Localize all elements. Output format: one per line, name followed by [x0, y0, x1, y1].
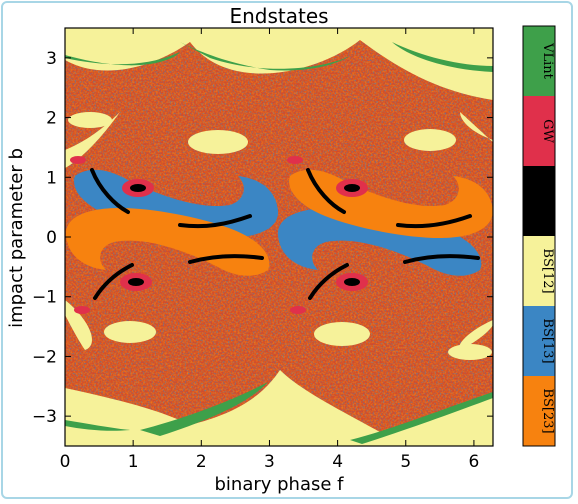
colorbar-frame: [522, 25, 556, 447]
colorbar-label: GW: [540, 119, 555, 143]
colorbar-swatch: [523, 376, 555, 446]
colorbar-label: VLint: [540, 42, 555, 80]
y-tick-label: 2: [46, 109, 57, 129]
y-axis-ticks: 3 2 1 0 −1 −2 −3: [32, 49, 493, 427]
colorbar-label: BS[12]: [540, 248, 555, 293]
x-tick-label: 6: [469, 452, 480, 472]
x-tick-label: 4: [332, 452, 343, 472]
chart-title: Endstates: [229, 4, 328, 28]
x-axis-ticks: 0 1 2 3 4 5 6: [60, 28, 480, 472]
x-axis-label: binary phase f: [214, 474, 344, 495]
colorbar-swatch: [523, 166, 555, 236]
colorbar-swatch: [523, 96, 555, 166]
coll-region: [90, 168, 480, 300]
colorbar: VLint GW Coll BS[12] BS[13] BS[23]: [522, 25, 556, 447]
x-tick-label: 5: [400, 452, 411, 472]
plot-area: [65, 28, 493, 446]
colorbar-label: Coll: [540, 188, 555, 214]
y-tick-label: −1: [32, 288, 57, 308]
vlint-region: [65, 42, 493, 444]
colorbar-label: BS[23]: [540, 388, 555, 433]
colorbar-swatch: [523, 26, 555, 96]
x-tick-label: 1: [128, 452, 139, 472]
y-tick-label: 0: [46, 228, 57, 248]
colorbar-swatch: [523, 306, 555, 376]
x-tick-label: 3: [264, 452, 275, 472]
colorbar-label: BS[13]: [540, 318, 555, 363]
y-axis-label: impact parameter b: [6, 148, 27, 328]
coll-dots: [128, 184, 360, 286]
y-tick-label: −2: [32, 347, 57, 367]
x-tick-label: 2: [196, 452, 207, 472]
y-tick-label: −3: [32, 407, 57, 427]
y-tick-label: 1: [46, 168, 57, 188]
colorbar-swatch: [523, 236, 555, 306]
x-tick-label: 0: [60, 452, 71, 472]
y-tick-label: 3: [46, 49, 57, 69]
figure-frame: [1, 1, 573, 499]
